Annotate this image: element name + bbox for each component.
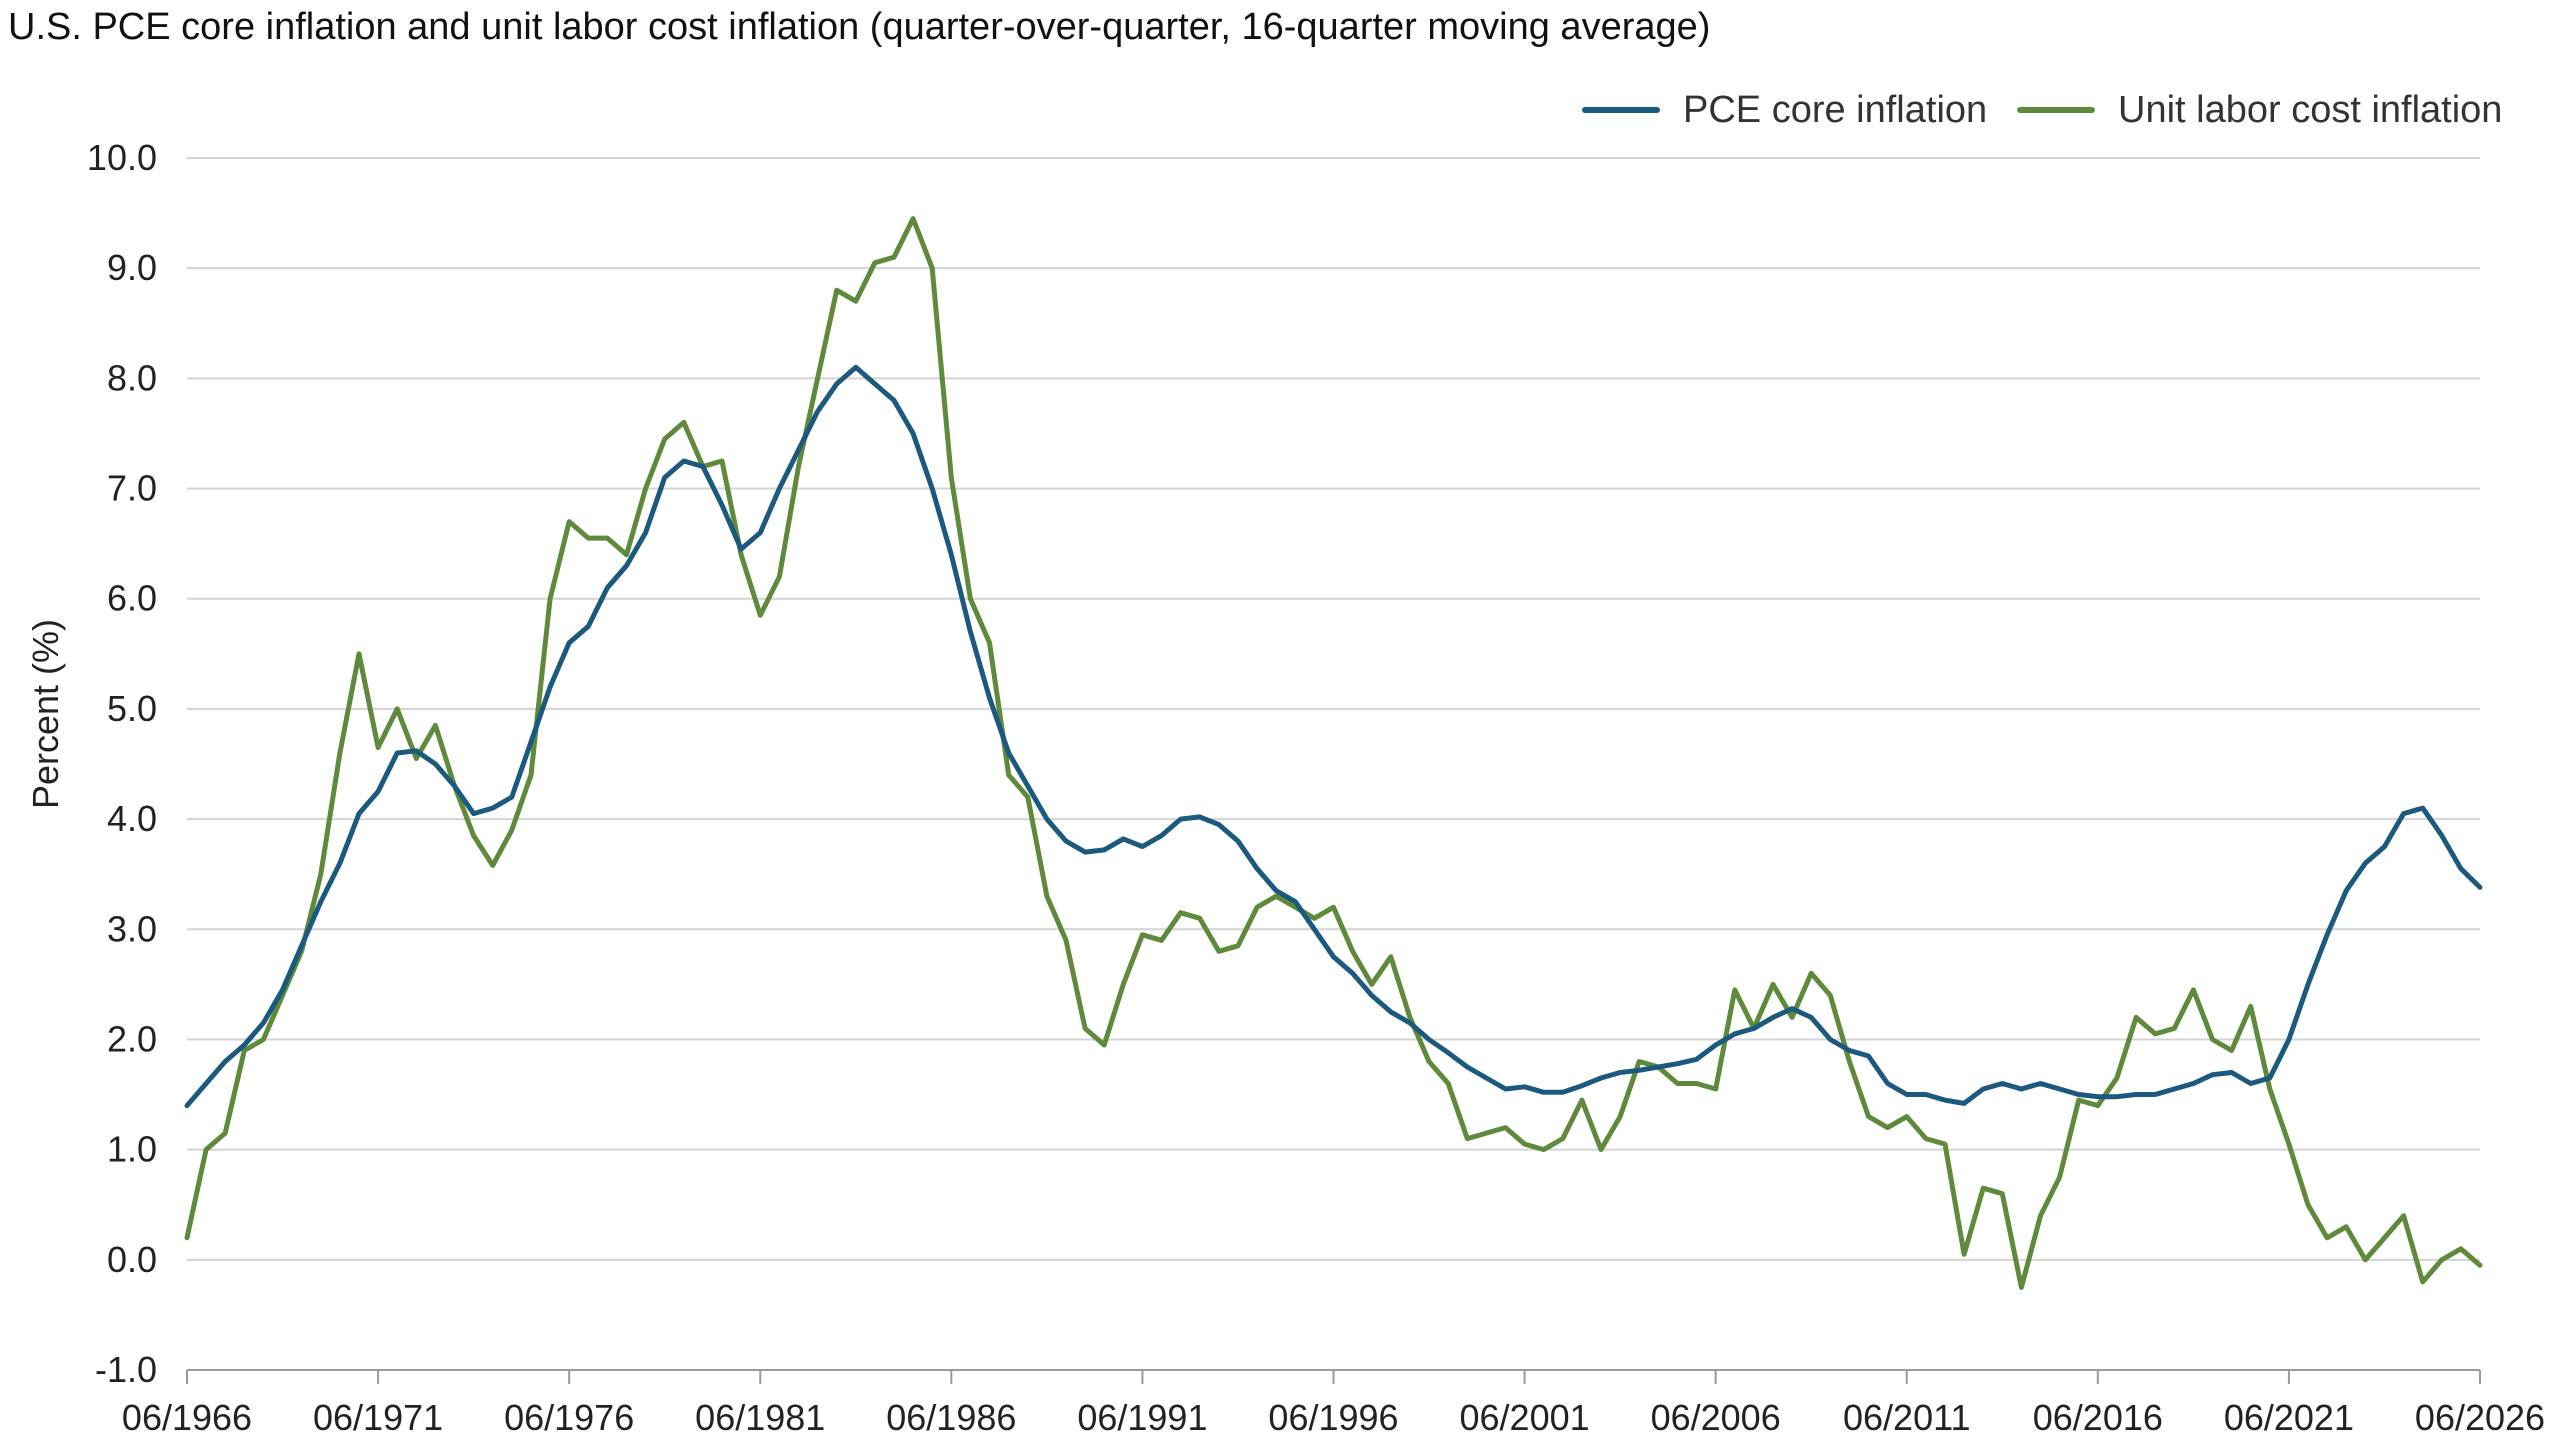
- x-tick-label: 06/2001: [1460, 1397, 1590, 1438]
- y-tick-label: 0.0: [107, 1239, 157, 1280]
- x-tick-label: 06/1996: [1268, 1397, 1398, 1438]
- y-tick-label: -1.0: [95, 1349, 157, 1390]
- y-tick-label: 3.0: [107, 908, 157, 949]
- x-tick-label: 06/1976: [504, 1397, 634, 1438]
- y-tick-label: 4.0: [107, 798, 157, 839]
- x-tick-label: 06/2016: [2033, 1397, 2163, 1438]
- x-tick-label: 06/2011: [1843, 1397, 1970, 1438]
- x-axis-ticks: 06/1966 06/1971 06/1976 06/1981 06/1986 06/19…: [122, 1370, 2545, 1438]
- y-tick-label: 2.0: [107, 1018, 157, 1059]
- legend-label-unit-labor-cost-inflation: Unit labor cost inflation: [2118, 89, 2502, 131]
- y-tick-label: 9.0: [107, 247, 157, 288]
- x-tick-label: 06/1991: [1077, 1397, 1207, 1438]
- chart-title: U.S. PCE core inflation and unit labor c…: [8, 6, 1711, 48]
- series-line-unit-labor-cost-inflation: [184, 216, 2483, 1290]
- y-axis-title: Percent (%): [25, 619, 66, 809]
- y-tick-label: 10.0: [87, 137, 157, 178]
- y-tick-label: 5.0: [107, 688, 157, 729]
- series-line-pce-core-inflation: [184, 364, 2483, 1109]
- x-tick-label: 06/2006: [1651, 1397, 1781, 1438]
- legend-label-pce-core-inflation: PCE core inflation: [1683, 89, 1987, 131]
- y-tick-label: 7.0: [107, 468, 157, 509]
- x-tick-label: 06/1981: [695, 1397, 825, 1438]
- x-tick-label: 06/2021: [2224, 1397, 2354, 1438]
- gridlines: [187, 157, 2480, 1371]
- x-tick-label: 06/2026: [2415, 1397, 2545, 1438]
- y-tick-label: 8.0: [107, 357, 157, 398]
- x-tick-label: 06/1971: [313, 1397, 443, 1438]
- y-tick-label: 6.0: [107, 578, 157, 619]
- legend: PCE core inflation Unit labor cost inflat…: [1582, 89, 2502, 131]
- x-tick-label: 06/1966: [122, 1397, 252, 1438]
- x-tick-label: 06/1986: [886, 1397, 1016, 1438]
- series-lines: [184, 216, 2483, 1290]
- y-axis-ticks: -1.0 0.0 1.0 2.0 3.0 4.0 5.0 6.0 7.0 8.0 9.0 10.0: [87, 137, 157, 1390]
- y-tick-label: 1.0: [107, 1129, 157, 1170]
